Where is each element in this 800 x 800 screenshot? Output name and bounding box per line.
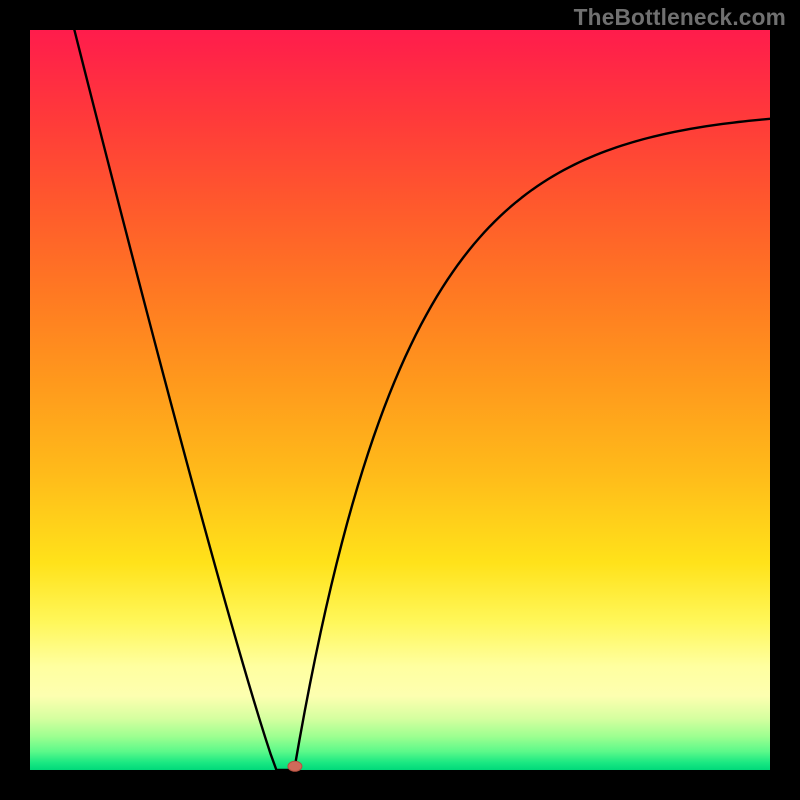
plot-background <box>30 30 770 770</box>
chart-frame: TheBottleneck.com <box>0 0 800 800</box>
watermark-text: TheBottleneck.com <box>574 4 786 31</box>
bottleneck-chart <box>0 0 800 800</box>
optimal-marker <box>288 761 302 771</box>
